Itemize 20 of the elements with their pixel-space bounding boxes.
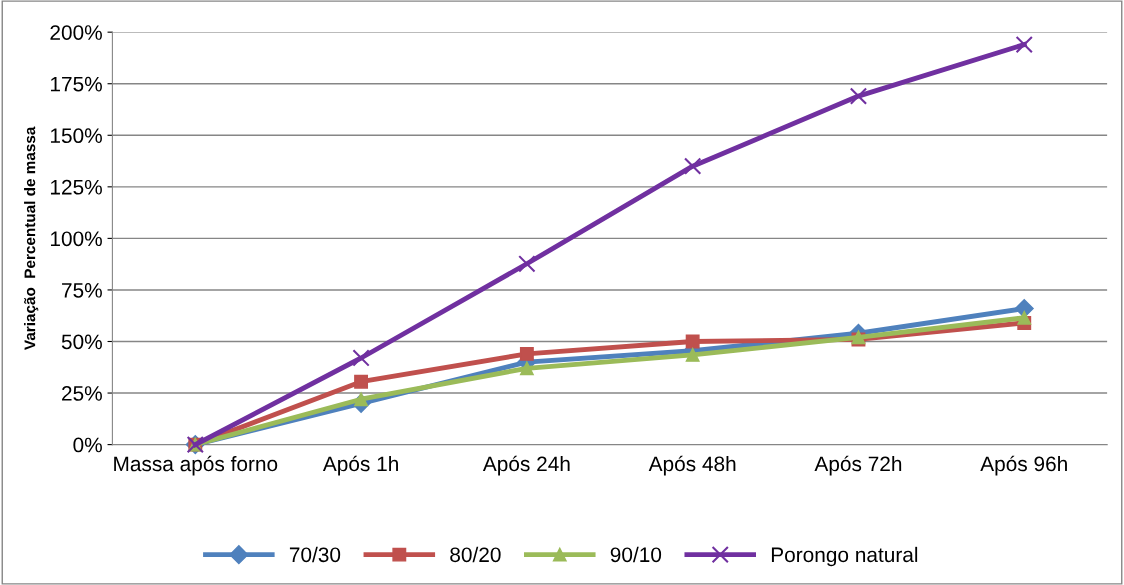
x-tick-label: Massa após forno (114, 455, 278, 476)
x-tick-label: Após 72h (814, 455, 902, 476)
y-tick-label: 175% (50, 76, 102, 92)
y-tick-label: 100% (50, 231, 102, 247)
y-tick-label: 75% (62, 283, 102, 298)
x-tick-label: Após 96h (980, 455, 1067, 476)
legend-label: 70/30 (289, 546, 341, 563)
y-tick-label: 125% (50, 179, 102, 195)
x-tick-label: Após 1h (322, 455, 398, 476)
y-axis-title: Variação Percentual de massa (24, 126, 39, 350)
y-tick-label: 0% (73, 437, 102, 453)
legend-label: 90/10 (610, 546, 662, 563)
y-tick-label: 25% (62, 386, 102, 401)
legend-label: Porongo natural (771, 546, 918, 567)
x-tick-label: Após 24h (482, 455, 570, 476)
y-tick-label: 150% (50, 128, 102, 144)
legend-label: 80/20 (450, 546, 501, 563)
x-tick-label: Após 48h (648, 455, 736, 476)
y-tick-label: 50% (61, 334, 102, 350)
y-tick-label: 200% (50, 25, 102, 40)
